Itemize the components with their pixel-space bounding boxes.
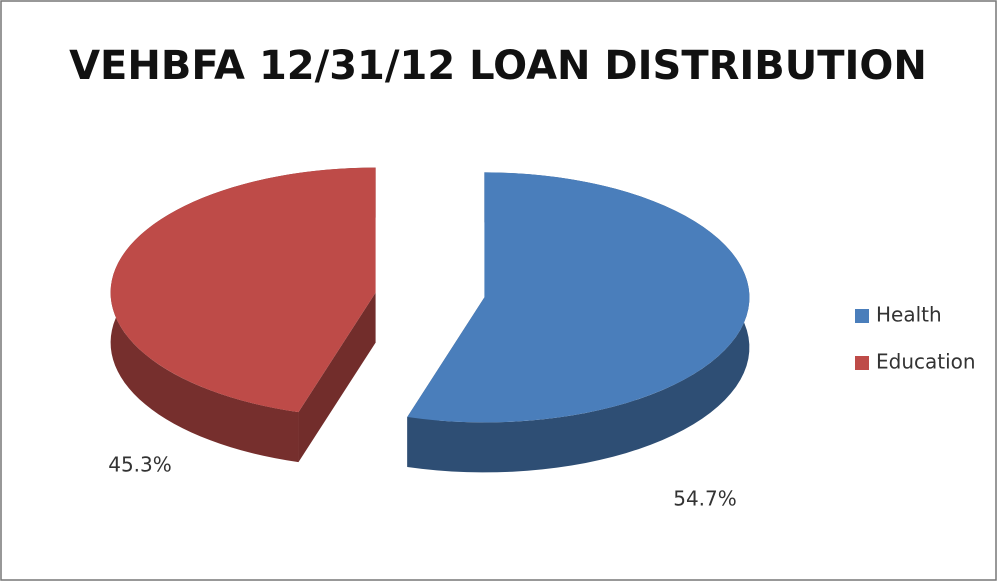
- data-label: 45.3%: [108, 453, 172, 477]
- data-label: 54.7%: [673, 487, 737, 511]
- legend-swatch: [855, 356, 869, 370]
- chart-title: VEHBFA 12/31/12 LOAN DISTRIBUTION: [69, 43, 927, 89]
- slice-top: [110, 167, 376, 413]
- legend-label: Health: [876, 303, 942, 327]
- slice: [407, 172, 750, 473]
- legend-swatch: [855, 309, 869, 323]
- slice-cut-face: [298, 292, 376, 463]
- slice: [110, 167, 376, 463]
- legend-label: Education: [876, 350, 976, 374]
- slice-top: [407, 172, 750, 423]
